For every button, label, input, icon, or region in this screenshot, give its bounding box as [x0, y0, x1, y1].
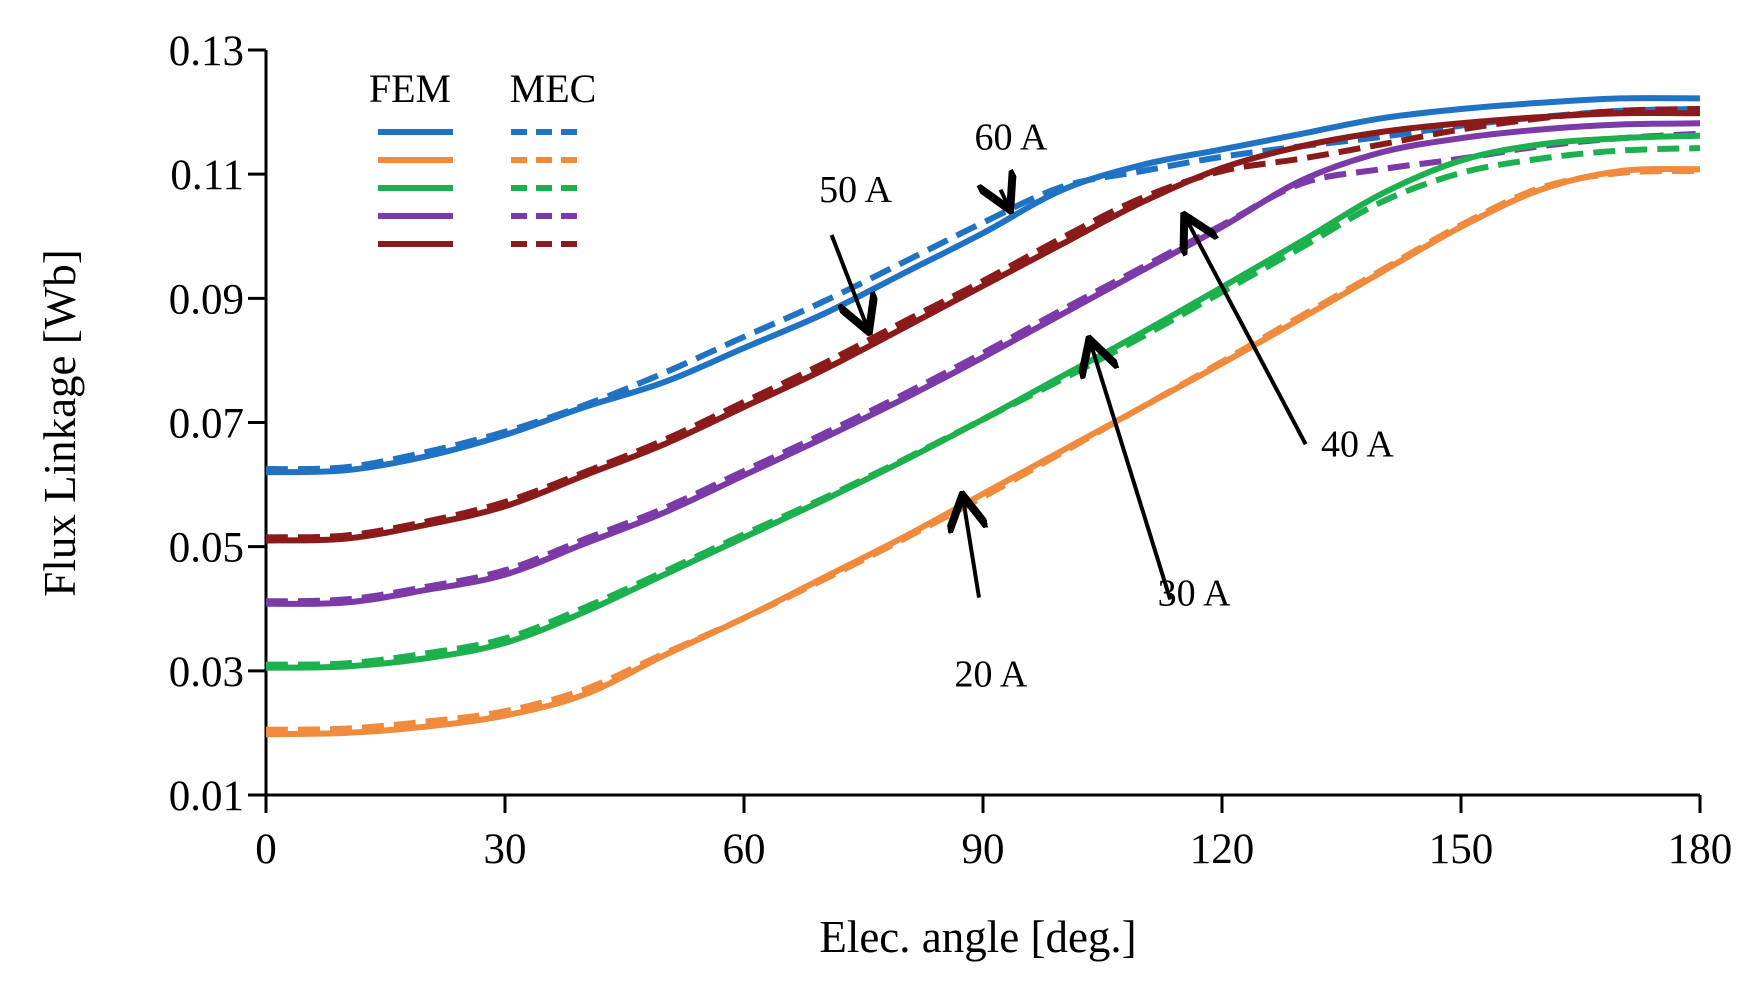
y-tick-label: 0.07: [169, 401, 244, 448]
x-tick-label: 30: [484, 826, 527, 873]
axes: [248, 48, 1702, 813]
x-tick-label: 0: [255, 826, 277, 873]
series-layer: [265, 95, 1701, 738]
series-fem-40a: [265, 120, 1701, 607]
annotation-arrow: [829, 234, 868, 328]
series-mec-40a: [265, 130, 1701, 605]
tick-labels: 0.01 0.03 0.05 0.07 0.09 0.11 0.13 0 30 60 90 120 15…: [169, 28, 1733, 873]
y-tick-label: 0.09: [169, 276, 244, 323]
x-tick-label: 120: [1190, 826, 1255, 873]
annotation-label: 40 A: [1321, 424, 1394, 466]
legend-header-fem: FEM: [369, 66, 451, 111]
x-tick-label: 90: [962, 826, 1005, 873]
x-tick-label: 180: [1668, 826, 1733, 873]
annotation-arrow: [1091, 343, 1173, 601]
annotation-arrow: [963, 499, 979, 598]
x-tick-label: 60: [723, 826, 766, 873]
series-fem-30a: [265, 132, 1701, 671]
x-axis-label: Elec. angle [deg.]: [819, 912, 1136, 962]
legend: FEM MEC: [369, 66, 597, 247]
annotation-arrow: [1001, 190, 1009, 207]
series-mec-30a: [265, 145, 1701, 668]
series-fem-50a: [265, 110, 1701, 544]
y-tick-label: 0.13: [169, 28, 244, 75]
series-mec-20a: [265, 168, 1701, 733]
annotation-label: 50 A: [819, 169, 892, 211]
series-mec-50a: [265, 106, 1701, 541]
annotation-arrow: [1186, 219, 1308, 446]
y-tick-label: 0.11: [170, 152, 244, 199]
y-tick-label: 0.01: [169, 773, 244, 820]
x-tick-label: 150: [1429, 826, 1494, 873]
annotation-label: 60 A: [974, 116, 1047, 158]
y-axis-label: Flux Linkage [Wb]: [35, 249, 85, 596]
legend-header-mec: MEC: [510, 66, 597, 111]
annotation-label: 30 A: [1158, 573, 1231, 615]
y-tick-label: 0.05: [169, 525, 244, 572]
y-tick-label: 0.03: [169, 649, 244, 696]
annotation-layer: 60 A 50 A 40 A 30 A 20 A: [819, 116, 1394, 695]
annotation-label: 20 A: [955, 653, 1028, 695]
